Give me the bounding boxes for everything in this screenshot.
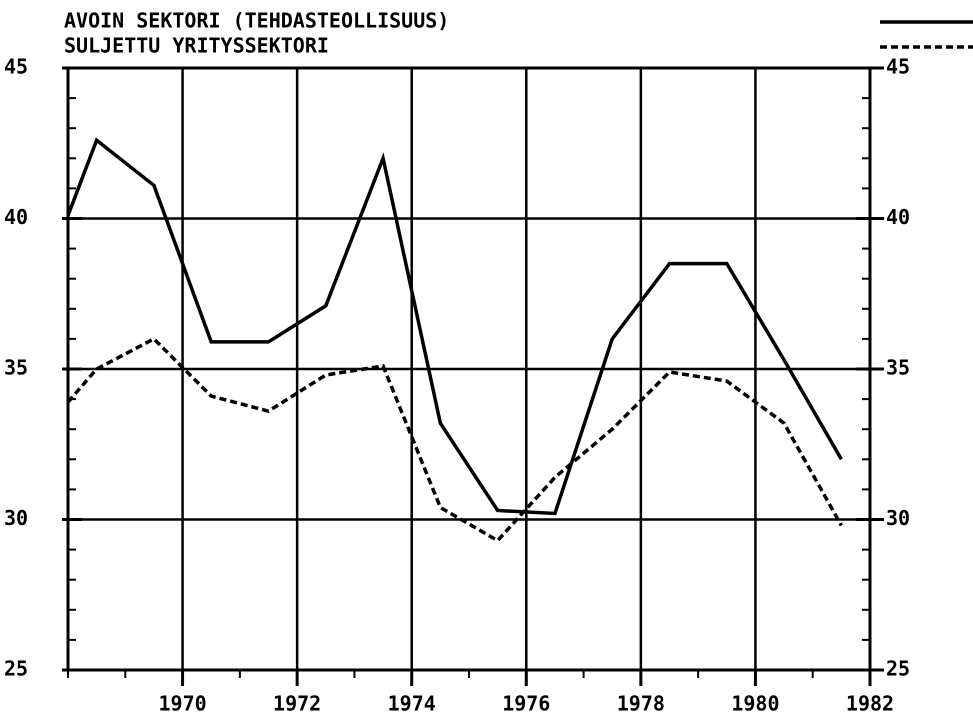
x-tick-label: 1976: [502, 692, 550, 716]
x-tick-label: 1978: [617, 692, 665, 716]
x-tick-label: 1970: [158, 692, 206, 716]
y2-tick-label: 35: [886, 356, 910, 380]
y2-tick-label: 25: [886, 657, 910, 681]
y-tick-label: 30: [4, 506, 28, 530]
legend-label: SULJETTU YRITYSSEKTORI: [64, 34, 329, 58]
y-tick-label: 45: [4, 55, 28, 79]
x-tick-label: 1980: [731, 692, 779, 716]
legend-label: AVOIN SEKTORI (TEHDASTEOLLISUUS): [64, 9, 449, 33]
x-tick-label: 1982: [846, 692, 894, 716]
y2-tick-label: 30: [886, 506, 910, 530]
x-tick-label: 1974: [388, 692, 436, 716]
y2-tick-label: 45: [886, 55, 910, 79]
y-tick-label: 35: [4, 356, 28, 380]
x-tick-label: 1972: [273, 692, 321, 716]
series-line: [66, 336, 843, 543]
y-tick-label: 25: [4, 657, 28, 681]
y2-tick-label: 40: [886, 205, 910, 229]
series-line: [66, 137, 843, 516]
y-tick-label: 40: [4, 205, 28, 229]
